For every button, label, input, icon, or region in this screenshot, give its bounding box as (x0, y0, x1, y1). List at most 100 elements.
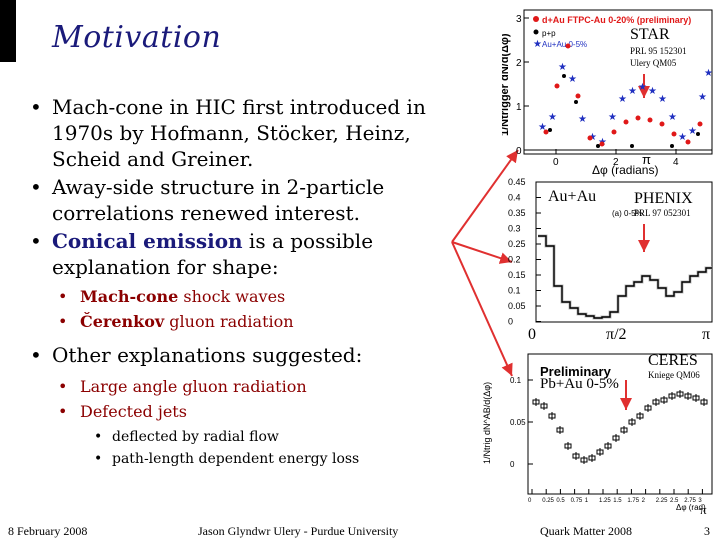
phenix-ytick-label: 0.1 (508, 286, 521, 296)
conical-emission-emphasis: Conical emission (52, 229, 243, 253)
ceres-point (668, 393, 676, 399)
star-auau-point: ★ (558, 62, 567, 73)
phenix-ytick-label: 0.3 (508, 224, 521, 234)
ceres-system: Pb+Au 0-5% (540, 376, 619, 392)
star-ticks: 3 2 1 0 0 2 4 (516, 14, 679, 168)
ceres-xtick-label: 3 (698, 498, 702, 504)
star-auau-point: ★ (578, 114, 587, 125)
phenix-xlabel-0: 0 (528, 326, 536, 343)
star-dau-point (647, 117, 653, 123)
star-xtick-label: 4 (673, 157, 679, 168)
ceres-point (564, 443, 572, 449)
ceres-point (596, 449, 604, 455)
phenix-ytick-label: 0.35 (508, 208, 526, 218)
ceres-xtick-label: 2.5 (670, 498, 679, 504)
star-dau-point (587, 135, 593, 141)
conical-emission-rest: is a possible explanation for shape: (52, 229, 374, 279)
star-xlabel: Δφ (radians) (592, 163, 658, 177)
ceres-xtick-label: 2.75 (684, 498, 696, 504)
phenix-label: PHENIX (634, 190, 693, 207)
star-pp-point (630, 144, 634, 148)
mach-cone-rest: shock waves (178, 287, 286, 306)
phenix-ytick-label: 0.15 (508, 270, 526, 280)
star-dau-point (635, 115, 641, 121)
star-dau-point (543, 129, 549, 135)
sub-sub-bullet-path-length: path-length dependent energy loss (22, 448, 442, 470)
sub-bullet-mach-cone: Mach-cone shock waves (22, 284, 442, 309)
phenix-ytick-label: 0.25 (508, 239, 526, 249)
ceres-point (532, 399, 540, 405)
phenix-systematic-band (538, 234, 712, 320)
ceres-preliminary: Preliminary (540, 364, 612, 379)
footer-date: 8 February 2008 (8, 524, 88, 538)
star-auau-point: ★ (628, 86, 637, 97)
ceres-point (604, 443, 612, 449)
ceres-point (548, 413, 556, 419)
phenix-ref: PRL 97 052301 (634, 208, 691, 218)
arrow-to-phenix (451, 241, 513, 264)
bullet-other-explanations: Other explanations suggested: (22, 342, 442, 368)
ceres-point (612, 435, 620, 441)
star-pp-point (696, 132, 700, 136)
phenix-ytick-label: 0.45 (508, 177, 526, 187)
star-dau-point (697, 121, 703, 127)
star-dau-point (554, 83, 560, 89)
ceres-point (540, 403, 548, 409)
star-pi-label: π (642, 152, 651, 167)
ceres-ylabel: 1/Ntrig dN^AB/d(Δφ) (482, 382, 492, 464)
ceres-point (588, 455, 596, 461)
ceres-point (692, 395, 700, 401)
ceres-xtick-label: 0 (528, 498, 532, 504)
star-auau-point: ★ (688, 126, 697, 137)
star-dau-point (623, 119, 629, 125)
star-pp-point (574, 100, 578, 104)
ceres-data-points (532, 390, 708, 464)
star-auau-point: ★ (538, 122, 547, 133)
ceres-label: CERES (648, 352, 698, 369)
sub-bullet-cerenkov: Čerenkov gluon radiation (22, 309, 442, 334)
ceres-point (644, 405, 652, 411)
star-pp-point (596, 144, 600, 148)
ceres-point (684, 393, 692, 399)
ceres-xtick-label: 1.5 (613, 498, 622, 504)
ceres-xtick-label: 0.25 (542, 498, 554, 504)
star-label: STAR (630, 26, 670, 43)
ceres-xtick-label: 2 (642, 498, 646, 504)
phenix-xlabel-pi-half: π/2 (606, 326, 627, 343)
star-auau-point: ★ (658, 94, 667, 105)
star-ytick-label: 3 (516, 14, 522, 25)
star-dau-point (659, 121, 665, 127)
star-pp-point (670, 144, 674, 148)
sub-sub-bullet-radial-flow: deflected by radial flow (22, 426, 442, 448)
ceres-ytick-label: 0.1 (510, 376, 522, 385)
phenix-ytick-label: 0 (508, 317, 513, 327)
ceres-point (580, 457, 588, 463)
ceres-point (628, 419, 636, 425)
star-ytick-label: 1 (516, 102, 522, 113)
footer-page-number: 3 (704, 524, 710, 538)
star-ytick-label: 2 (516, 58, 522, 69)
phenix-ytick-label: 0.05 (508, 301, 526, 311)
star-auau-point: ★ (588, 132, 597, 143)
star-auau-point: ★ (568, 74, 577, 85)
ceres-point (660, 397, 668, 403)
phenix-ticks: 0.45 0.4 0.35 0.3 0.25 0.2 0.15 0.1 0.05 0 (508, 177, 541, 327)
star-auau-point: ★ (608, 112, 617, 123)
cerenkov-emphasis: Čerenkov (80, 312, 165, 331)
phenix-plot: 0.45 0.4 0.35 0.3 0.25 0.2 0.15 0.1 0.05 0 (a) 0-… (508, 177, 713, 327)
star-auau-point: ★ (618, 94, 627, 105)
ceres-xtick-label: 2.25 (656, 498, 668, 504)
star-dau-point (671, 131, 677, 137)
footer-author: Jason Glyndwr Ulery - Purdue University (198, 524, 399, 538)
ceres-ref: Kniege QM06 (648, 370, 700, 380)
cerenkov-rest: gluon radiation (164, 312, 294, 331)
star-auau-point: ★ (698, 92, 707, 103)
star-auau-point: ★ (668, 112, 677, 123)
ceres-point (572, 453, 580, 459)
ceres-plot-frame (527, 353, 713, 495)
ceres-point (556, 427, 564, 433)
mach-cone-emphasis: Mach-cone (80, 287, 179, 306)
star-legend-auau: Au+Au 0-5% (542, 40, 587, 49)
star-dau-point (611, 129, 617, 135)
